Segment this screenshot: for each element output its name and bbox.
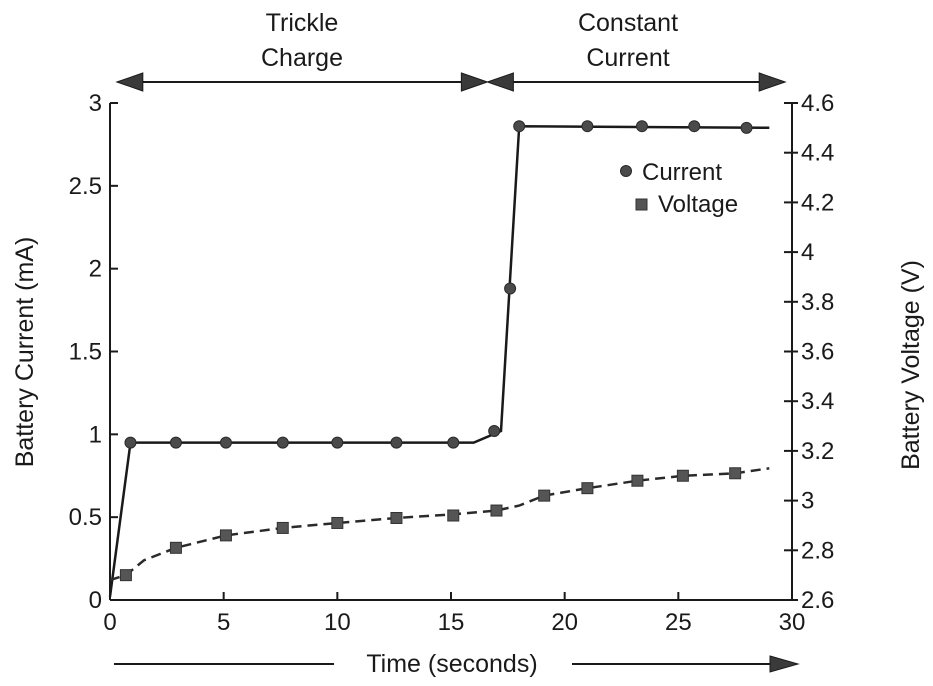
x-tick-label-5: 25 (665, 609, 692, 636)
y-tick-label-5: 2.5 (69, 173, 102, 200)
phase-arrow-right-head-1 (758, 72, 787, 92)
y2-tick-label-9: 4.4 (801, 140, 834, 167)
legend: Current Voltage (620, 159, 738, 218)
current-point-2 (219, 436, 232, 449)
left-y-axis-title: Battery Current (mA) (11, 237, 39, 468)
phase-label-trickle-line2: Charge (261, 44, 343, 72)
series-layer (108, 120, 770, 597)
right-y-axis-ticks: 2.6 2.8 3 3.2 3.4 3.6 3.8 4 4.2 4.4 4.6 (784, 90, 834, 614)
y-tick-label-6: 3 (89, 90, 102, 117)
left-y-axis-ticks: 0 0.5 1 1.5 2 2.5 3 (69, 90, 118, 614)
phase-arrow-left-head-0 (115, 72, 144, 92)
current-point-10 (581, 120, 594, 133)
phase-label-constant-line1: Constant (578, 9, 678, 37)
x-tick-label-3: 15 (438, 609, 465, 636)
legend-voltage-marker (635, 198, 648, 211)
voltage-point-0 (119, 569, 132, 582)
voltage-point-3 (276, 521, 289, 534)
y2-tick-label-10: 4.6 (801, 90, 834, 117)
right-y-axis-title: Battery Voltage (V) (897, 260, 925, 470)
y2-tick-label-1: 2.8 (801, 537, 834, 564)
current-point-0 (124, 436, 137, 449)
current-series-line (108, 124, 770, 597)
current-point-7 (488, 425, 501, 438)
voltage-point-6 (447, 509, 460, 522)
voltage-point-12 (729, 467, 742, 480)
y2-tick-label-0: 2.6 (801, 587, 834, 614)
phase-label-trickle-line1: Trickle (266, 9, 339, 37)
x-title-arrow-head (769, 655, 800, 673)
current-point-9 (513, 120, 526, 133)
y2-tick-label-8: 4.2 (801, 189, 834, 216)
x-tick-label-6: 30 (779, 609, 806, 636)
voltage-point-11 (676, 469, 689, 482)
y2-tick-label-4: 3.4 (801, 388, 834, 415)
y-tick-label-2: 1 (89, 421, 102, 448)
phase-arrows (115, 72, 787, 92)
voltage-point-8 (538, 489, 551, 502)
y-tick-label-0: 0 (89, 587, 102, 614)
voltage-series-line (109, 467, 770, 582)
x-tick-label-4: 20 (551, 609, 578, 636)
x-tick-label-0: 0 (103, 609, 116, 636)
y2-tick-label-6: 3.8 (801, 289, 834, 316)
legend-current-marker (620, 165, 632, 177)
y-tick-label-4: 2 (89, 256, 102, 283)
voltage-point-9 (581, 482, 594, 495)
legend-current-label: Current (642, 159, 722, 186)
y-tick-label-1: 0.5 (69, 504, 102, 531)
voltage-point-2 (219, 529, 232, 542)
current-point-6 (447, 436, 460, 449)
voltage-point-1 (169, 541, 182, 554)
current-point-12 (688, 120, 701, 133)
current-point-3 (276, 436, 289, 449)
x-axis-title: Time (seconds) (366, 650, 537, 678)
current-point-13 (740, 121, 753, 134)
y2-tick-label-5: 3.6 (801, 339, 834, 366)
x-axis-ticks: 0 5 10 15 20 25 30 (103, 592, 805, 636)
current-point-4 (331, 436, 344, 449)
current-point-11 (635, 120, 648, 133)
legend-voltage-label: Voltage (658, 191, 738, 218)
phase-arrow-right-head-0 (460, 72, 489, 92)
y2-tick-label-7: 4 (801, 239, 814, 266)
voltage-point-4 (331, 516, 344, 529)
y2-tick-label-3: 3.2 (801, 438, 834, 465)
phase-label-constant-line2: Current (586, 44, 669, 72)
current-point-5 (390, 436, 403, 449)
y-tick-label-3: 1.5 (69, 339, 102, 366)
phase-arrow-left-head-1 (485, 72, 514, 92)
current-point-8 (504, 282, 517, 295)
x-tick-label-1: 5 (217, 609, 230, 636)
voltage-point-5 (390, 511, 403, 524)
voltage-point-7 (490, 504, 503, 517)
voltage-point-10 (631, 474, 644, 487)
y2-tick-label-2: 3 (801, 488, 814, 515)
x-tick-label-2: 10 (324, 609, 351, 636)
current-point-1 (169, 436, 182, 449)
